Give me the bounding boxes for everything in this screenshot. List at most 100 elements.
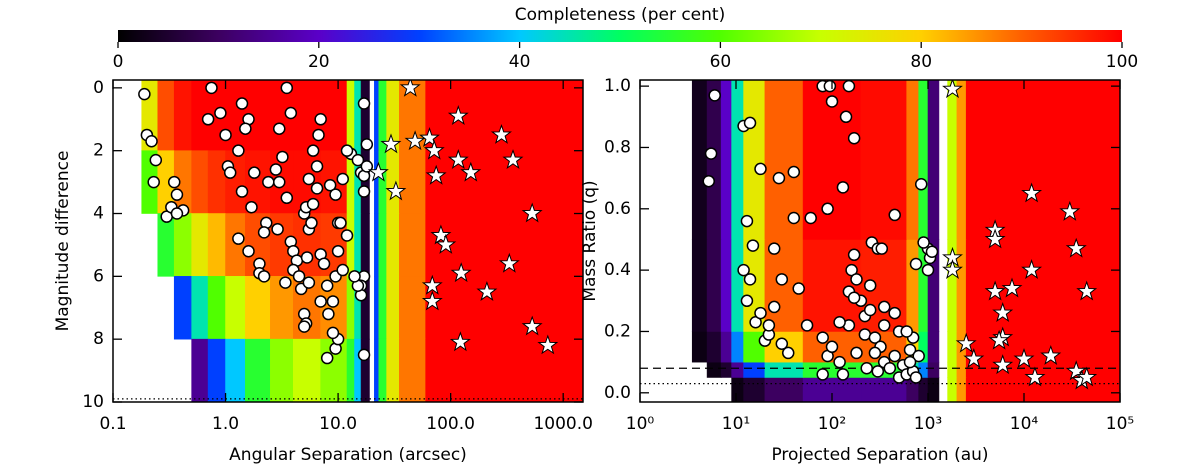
circle-point	[754, 306, 767, 320]
completeness-cell	[360, 338, 370, 402]
circle-point	[306, 197, 320, 211]
circle-point	[863, 303, 877, 317]
completeness-cell	[956, 80, 967, 240]
circle-point	[170, 207, 184, 220]
circle-point	[912, 349, 925, 363]
plot-area	[113, 80, 583, 402]
star-point	[450, 262, 472, 283]
circle-point	[219, 128, 232, 142]
circle-point	[787, 165, 801, 179]
circle-point	[847, 132, 861, 145]
completeness-cell	[207, 213, 226, 277]
completeness-cell	[706, 239, 722, 332]
star-point	[521, 202, 543, 223]
completeness-cell	[191, 276, 209, 340]
completeness-cell	[425, 338, 583, 402]
star-point	[421, 274, 443, 295]
completeness-cell	[157, 80, 175, 151]
circle-point	[280, 191, 294, 205]
circle-point	[825, 95, 839, 108]
completeness-cell	[207, 276, 226, 340]
circle-point	[850, 273, 863, 286]
completeness-cell	[374, 150, 380, 214]
circle-point	[214, 106, 227, 120]
completeness-cell	[706, 331, 722, 363]
circle-point	[257, 270, 271, 283]
star-point	[476, 280, 498, 301]
completeness-cell	[374, 80, 380, 151]
completeness-cell	[425, 150, 583, 214]
completeness-cell	[706, 80, 722, 240]
y-tick-label: 6	[93, 266, 104, 286]
star-point	[955, 332, 977, 353]
circle-point	[269, 163, 283, 176]
star-point	[992, 302, 1014, 323]
circle-point	[326, 295, 340, 308]
completeness-cell	[245, 276, 271, 340]
circle-point	[702, 174, 715, 188]
circle-point	[323, 178, 337, 192]
colorbar-tick-label: 0	[113, 52, 124, 72]
star-point	[421, 290, 443, 311]
circle-point	[312, 128, 325, 142]
completeness-cell	[386, 338, 400, 402]
star-point	[1065, 237, 1087, 258]
y-axis-label: Magnitude difference	[53, 151, 73, 332]
circle-point	[762, 319, 776, 332]
completeness-cell	[927, 80, 940, 240]
completeness-cell	[346, 338, 355, 402]
circle-point	[921, 263, 935, 277]
star-point	[1013, 348, 1035, 369]
circle-point	[360, 138, 374, 151]
circle-point	[248, 166, 261, 179]
circle-point	[306, 144, 320, 157]
star-point	[404, 130, 426, 151]
completeness-cell	[207, 150, 226, 214]
completeness-cell	[360, 213, 370, 277]
circle-point	[300, 251, 314, 264]
star-point	[367, 161, 389, 182]
circle-point	[310, 182, 324, 195]
completeness-cell	[802, 361, 862, 378]
x-axis-label: Projected Separation (au)	[771, 445, 988, 465]
completeness-cell	[425, 213, 583, 277]
circle-point	[816, 368, 829, 381]
circle-point	[357, 97, 371, 110]
circle-point	[767, 300, 781, 314]
circle-point	[743, 116, 757, 130]
star-point	[447, 105, 469, 126]
circle-point	[340, 229, 354, 242]
completeness-cell	[225, 213, 246, 277]
completeness-cell	[378, 338, 387, 402]
circle-point	[331, 244, 345, 258]
circle-point	[787, 211, 801, 225]
completeness-cell	[947, 80, 958, 240]
circle-point	[223, 166, 237, 179]
completeness-cell	[378, 276, 387, 340]
circle-point	[888, 349, 901, 363]
x-tick-label: 1000.0	[533, 414, 592, 434]
star-point	[423, 139, 445, 160]
circle-point	[871, 365, 885, 378]
completeness-cell	[720, 80, 732, 240]
plot-area	[640, 80, 1120, 402]
colorbar-title: Completeness (per cent)	[515, 5, 725, 25]
circle-point	[868, 331, 882, 344]
circle-point	[147, 175, 160, 189]
completeness-cell	[173, 276, 192, 340]
circle-point	[839, 110, 853, 124]
y-tick-label: 1.0	[604, 76, 631, 96]
circle-point	[836, 181, 850, 194]
completeness-cell	[245, 338, 271, 402]
x-tick-label: 100.0	[426, 414, 475, 434]
star-point	[1040, 344, 1062, 365]
circle-point	[909, 257, 923, 271]
star-point	[942, 80, 963, 99]
completeness-cell	[191, 213, 209, 277]
star-point	[1059, 200, 1081, 221]
circle-point	[320, 351, 334, 365]
circle-point	[322, 307, 335, 321]
circle-point	[280, 81, 294, 95]
circle-point	[257, 226, 271, 239]
